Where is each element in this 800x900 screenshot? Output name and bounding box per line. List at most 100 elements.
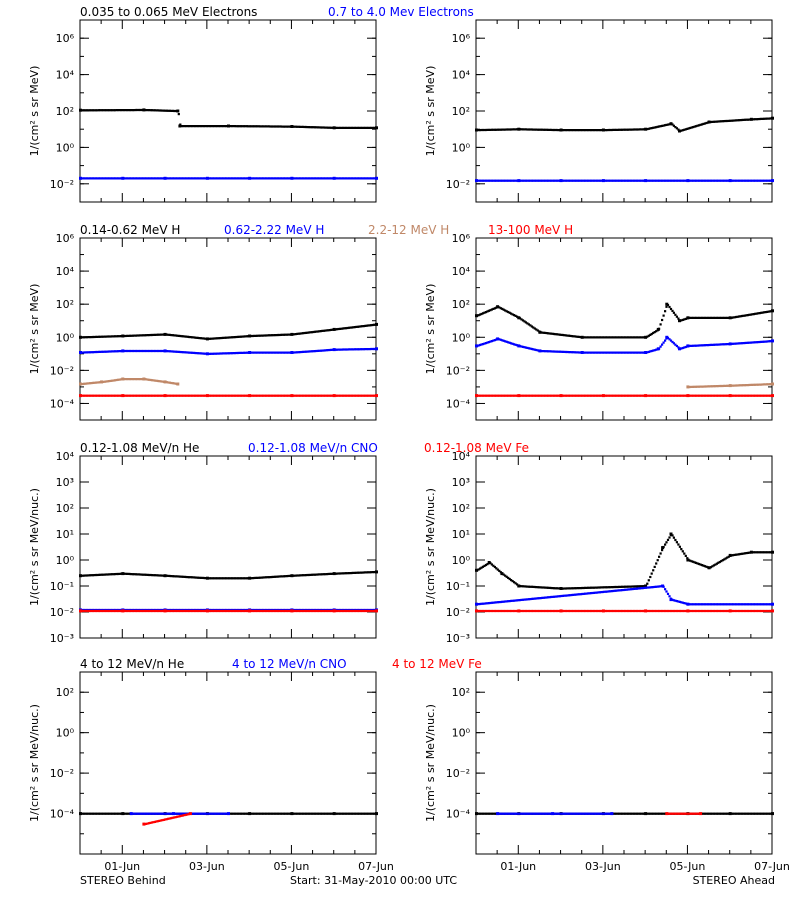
- data-point: [167, 817, 170, 820]
- data-point: [646, 179, 649, 182]
- data-point: [276, 125, 279, 128]
- data-point: [606, 812, 609, 815]
- data-point: [278, 177, 281, 180]
- data-point: [125, 812, 129, 815]
- data-point: [718, 179, 721, 182]
- data-point: [597, 394, 600, 397]
- data-point: [310, 331, 314, 334]
- data-point: [559, 812, 562, 815]
- data-point: [198, 177, 201, 180]
- data-point: [269, 394, 272, 397]
- data-point: [288, 394, 291, 397]
- data-point: [535, 597, 538, 600]
- data-point: [223, 394, 226, 397]
- data-point: [545, 128, 548, 131]
- data-point: [733, 179, 736, 182]
- data-point: [754, 341, 757, 344]
- data-point: [678, 609, 681, 613]
- data-point: [236, 812, 240, 815]
- data-point: [170, 575, 173, 578]
- data-point: [352, 609, 355, 613]
- data-point: [640, 351, 643, 354]
- data-point: [159, 333, 163, 336]
- data-point: [517, 599, 520, 602]
- data-point: [149, 109, 152, 112]
- data-point: [520, 394, 523, 397]
- data-point: [233, 812, 237, 815]
- data-point: [121, 609, 125, 613]
- data-point: [652, 586, 655, 589]
- data-point: [733, 316, 736, 319]
- data-point: [176, 177, 179, 180]
- data-point: [487, 128, 490, 131]
- data-point: [195, 177, 198, 180]
- data-point: [355, 126, 358, 129]
- data-point: [332, 609, 336, 613]
- data-point: [696, 344, 699, 347]
- data-point: [766, 551, 769, 554]
- data-point: [195, 576, 198, 579]
- data-point: [505, 394, 508, 397]
- data-point: [103, 335, 106, 338]
- data-point: [680, 179, 683, 182]
- data-point: [588, 586, 591, 589]
- data-point: [696, 385, 699, 388]
- series-1-0-1: [79, 347, 378, 356]
- data-point: [284, 812, 287, 815]
- data-point: [226, 177, 229, 180]
- data-point: [215, 812, 218, 815]
- data-point: [242, 177, 245, 180]
- data-point: [652, 331, 655, 335]
- data-point: [619, 589, 622, 592]
- data-point: [699, 609, 702, 613]
- data-point: [503, 812, 506, 815]
- data-point: [658, 585, 661, 588]
- data-point: [183, 335, 186, 338]
- data-point: [681, 550, 684, 553]
- data-point: [233, 336, 237, 339]
- data-point: [694, 385, 697, 388]
- data-point: [567, 351, 570, 354]
- data-point: [364, 126, 367, 129]
- data-point: [763, 609, 766, 613]
- data-point: [504, 600, 507, 603]
- data-point: [179, 812, 182, 815]
- data-point: [625, 179, 628, 182]
- data-point: [588, 179, 591, 182]
- data-point: [321, 329, 324, 332]
- data-point: [294, 812, 297, 815]
- data-point: [111, 609, 114, 613]
- data-point: [705, 603, 708, 606]
- data-point: [131, 609, 134, 613]
- data-point: [764, 340, 767, 343]
- data-point: [368, 348, 371, 351]
- data-point: [336, 572, 339, 575]
- data-point: [714, 179, 717, 182]
- data-point: [728, 553, 732, 557]
- data-point: [685, 812, 688, 815]
- data-point: [526, 812, 529, 815]
- data-point: [356, 812, 359, 815]
- data-point: [547, 596, 550, 599]
- data-point: [127, 349, 130, 353]
- data-point: [726, 179, 729, 182]
- data-point: [245, 351, 248, 354]
- data-point: [321, 177, 324, 180]
- data-point: [322, 812, 325, 815]
- data-point: [606, 590, 609, 593]
- data-point: [526, 128, 529, 131]
- data-point: [242, 351, 245, 354]
- data-point: [757, 179, 760, 182]
- data-point: [356, 394, 359, 397]
- series-3-1-2: [665, 812, 703, 816]
- data-point: [309, 394, 312, 397]
- data-point: [754, 179, 757, 182]
- data-point: [536, 128, 539, 131]
- data-point: [152, 349, 155, 353]
- data-point: [315, 573, 318, 576]
- data-point: [764, 311, 767, 314]
- data-point: [606, 336, 609, 339]
- data-point: [268, 334, 271, 337]
- data-point: [749, 313, 752, 316]
- data-point: [490, 128, 493, 131]
